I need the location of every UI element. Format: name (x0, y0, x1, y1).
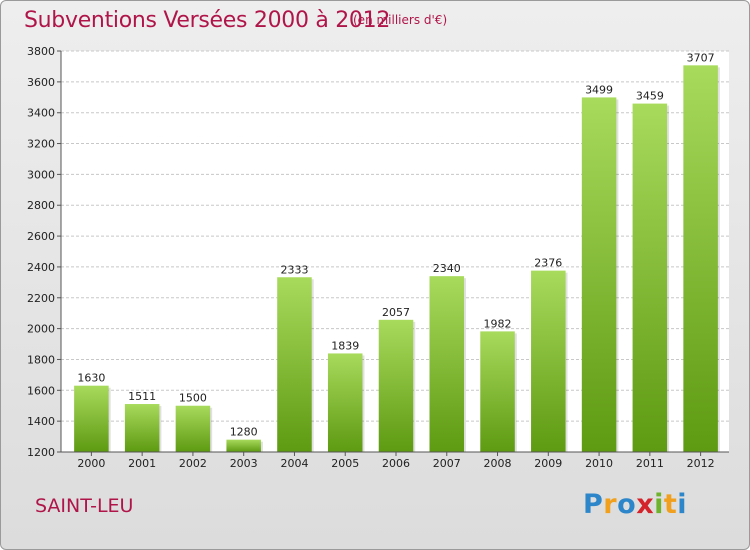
proxiti-logo: Proxiti (583, 489, 687, 520)
y-tick-label: 2600 (27, 230, 55, 243)
chart-title: Subventions Versées 2000 à 2012 (24, 8, 391, 33)
bar-value-label: 2340 (433, 262, 461, 275)
y-tick-label: 3000 (27, 168, 55, 181)
commune-name: SAINT-LEU (35, 495, 134, 517)
y-tick-label: 3400 (27, 107, 55, 120)
x-tick-label: 2009 (534, 457, 562, 470)
y-tick-label: 1600 (27, 384, 55, 397)
x-tick-label: 2008 (484, 457, 512, 470)
y-tick-label: 1200 (27, 446, 55, 459)
x-tick-label: 2005 (331, 457, 359, 470)
axes: 1200 1400 1600 1800 2000 2200 2400 2600 2800 3000… (27, 45, 729, 470)
bar-value-label: 2333 (280, 263, 308, 276)
y-tick-label: 1800 (27, 353, 55, 366)
bar-value-label: 1280 (230, 426, 258, 439)
bar (581, 97, 617, 452)
y-tick-label: 2200 (27, 292, 55, 305)
x-tick-label: 2003 (230, 457, 258, 470)
bar (531, 270, 566, 452)
bar (327, 353, 363, 452)
bar (277, 277, 312, 452)
bar-value-label: 1630 (77, 372, 105, 385)
y-tick-label: 3600 (27, 76, 55, 89)
x-tick-label: 2006 (382, 457, 410, 470)
x-tick-label: 2002 (179, 457, 207, 470)
bar-value-label: 1511 (128, 390, 156, 403)
bar (480, 331, 515, 452)
bar-value-label: 3459 (636, 90, 664, 103)
logo-letter: t (663, 489, 678, 520)
logo-letter: P (583, 489, 604, 520)
x-tick-label: 2011 (636, 457, 664, 470)
bar (632, 103, 668, 453)
x-tick-label: 2010 (585, 457, 613, 470)
bar (226, 439, 261, 452)
logo-letter: i (677, 489, 688, 520)
bar (175, 405, 211, 452)
y-tick-label: 2800 (27, 199, 55, 212)
bar-value-label: 3707 (687, 51, 715, 64)
y-tick-label: 1400 (27, 415, 55, 428)
bars: 1630 1511 1500 1280 2333 1839 2057 2340 1982 2376… (74, 51, 720, 453)
logo-letter: o (617, 489, 637, 520)
y-tick-label: 2400 (27, 261, 55, 274)
bar (74, 385, 109, 452)
logo-letter: x (636, 489, 655, 520)
bar (429, 276, 465, 452)
logo-letter: r (603, 489, 618, 520)
x-tick-label: 2000 (77, 457, 105, 470)
chart-subtitle: (en milliers d'€) (353, 13, 448, 27)
y-tick-label: 2000 (27, 323, 55, 336)
bar-value-label: 3499 (585, 83, 613, 96)
bar (124, 404, 160, 452)
bar-value-label: 2057 (382, 306, 410, 319)
bar-value-label: 1982 (484, 317, 512, 330)
x-tick-label: 2001 (128, 457, 156, 470)
logo-letter: i (654, 489, 664, 520)
y-tick-label: 3800 (27, 45, 55, 58)
bar-value-label: 1500 (179, 392, 207, 405)
x-tick-label: 2012 (687, 457, 715, 470)
x-tick-label: 2004 (280, 457, 308, 470)
y-tick-label: 3200 (27, 138, 55, 151)
bar-value-label: 1839 (331, 339, 359, 352)
bar-value-label: 2376 (534, 257, 562, 270)
bar (378, 319, 414, 452)
grid-lines (61, 50, 729, 453)
bar (683, 65, 718, 453)
x-tick-label: 2007 (433, 457, 461, 470)
